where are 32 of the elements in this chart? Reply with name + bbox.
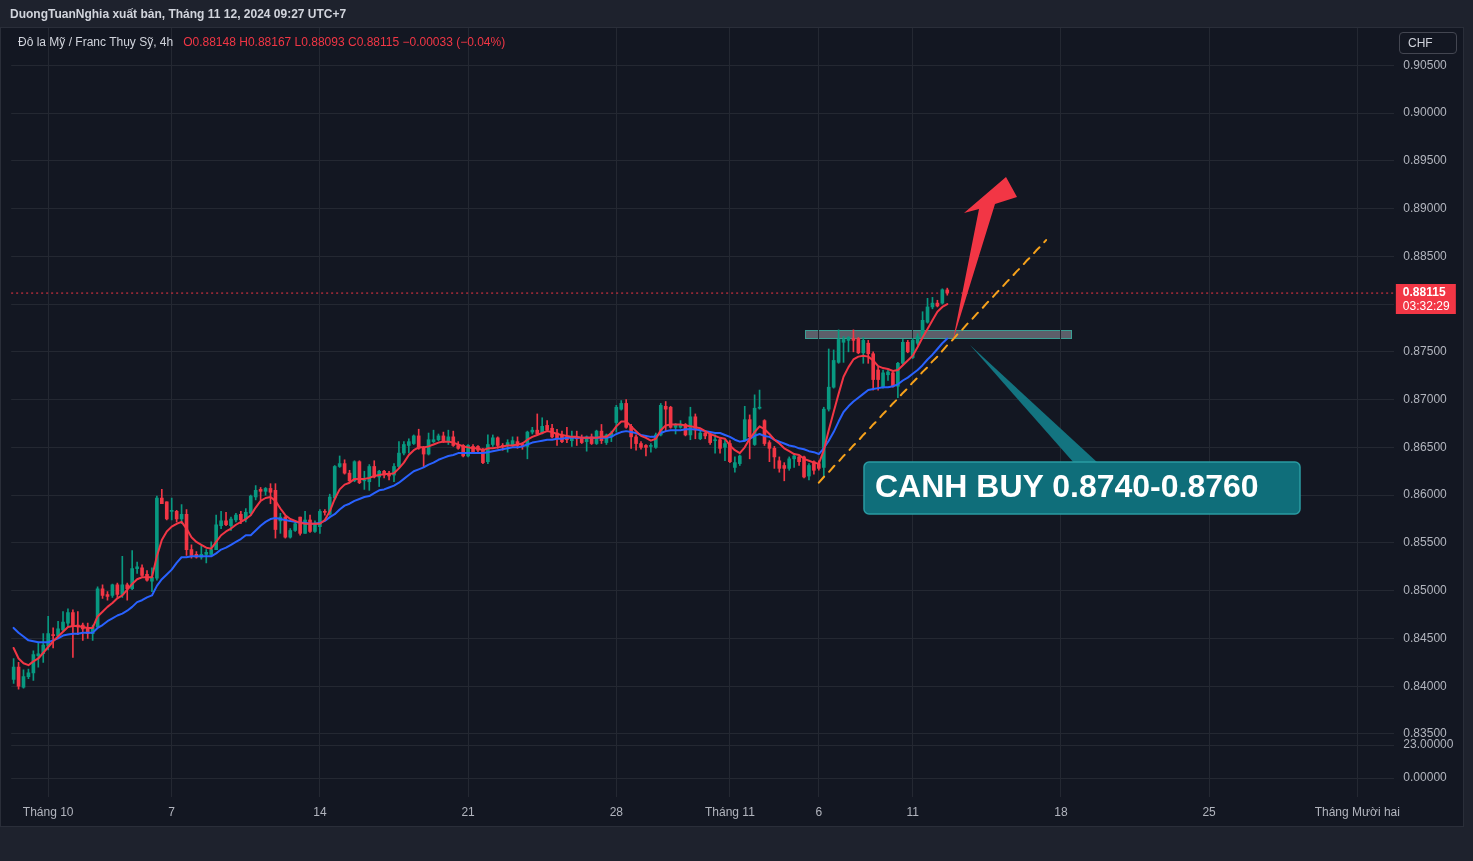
x-tick-label: Tháng 10 (22, 804, 74, 819)
y-tick-label: 0.86000 (1403, 487, 1448, 502)
y-tick-label: 0.87500 (1403, 344, 1448, 359)
x-tick-label: Tháng 11 (705, 804, 756, 819)
text: Đô la Mỹ / Franc Thụy Sỹ, 4h (18, 35, 174, 49)
x-tick-label: 18 (1054, 804, 1068, 819)
y-tick-label: 0.90500 (1403, 57, 1448, 72)
y-tick-label: 0.85500 (1403, 535, 1448, 550)
y-tick-label: 0.89000 (1403, 200, 1448, 215)
y2-tick-label: 23.00000 (1403, 737, 1454, 752)
y-axis-title: CHF (1399, 32, 1457, 54)
x-tick-label: Tháng Mười hai (1314, 804, 1400, 819)
ref-line-label: 0.88115 03:32:29 (1402, 285, 1450, 314)
x-tick-label: 14 (313, 804, 327, 819)
y-tick-label: 0.84000 (1403, 678, 1448, 693)
x-tick-label: 28 (609, 804, 624, 819)
x-tick-label: 6 (815, 804, 823, 819)
y2-tick-label: 0.00000 (1403, 770, 1448, 785)
x-tick-label: 25 (1202, 804, 1217, 819)
y-tick-label: 0.90000 (1403, 105, 1448, 120)
text: O0.88148 H0.88167 L0.88093 C0.88115 −0.00033 (−0.04%) (183, 35, 506, 49)
y-tick-label: 0.88500 (1403, 248, 1448, 263)
annotation: CANH BUY 0.8740-0.8760 (875, 467, 1259, 506)
x-tick-label: 21 (461, 804, 476, 819)
x-tick-label: 11 (906, 804, 920, 819)
x-tick-label: 7 (168, 804, 176, 819)
y-tick-label: 0.87000 (1403, 391, 1448, 406)
y-tick-label: 0.89500 (1403, 153, 1448, 168)
y-tick-label: 0.86500 (1403, 439, 1448, 454)
text: DuongTuanNghia xuất bản, Tháng 11 12, 2024 09:27 UTC+7 (10, 6, 347, 22)
y-tick-label: 0.84500 (1403, 630, 1448, 645)
y-tick-label: 0.85000 (1403, 582, 1448, 597)
